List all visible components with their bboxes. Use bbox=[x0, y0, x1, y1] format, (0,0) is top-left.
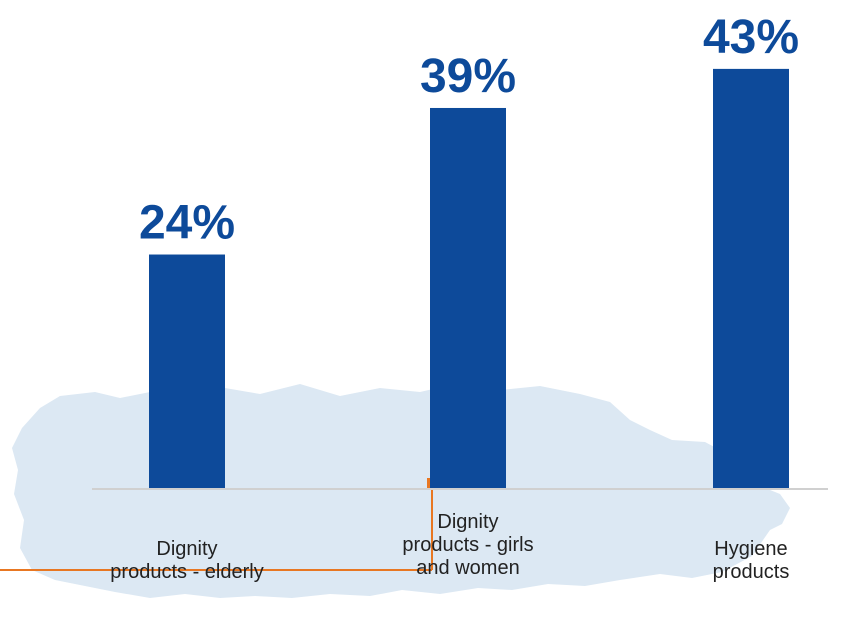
bar-2 bbox=[430, 107, 506, 489]
bar-1 bbox=[149, 254, 225, 489]
tick-label-1-line-2: products - elderly bbox=[110, 561, 263, 583]
bar-3 bbox=[713, 68, 789, 489]
tick-label-3-line-1: Hygiene bbox=[714, 538, 787, 560]
tick-label-3-line-2: products bbox=[713, 561, 790, 583]
bars-layer bbox=[149, 68, 789, 489]
tick-label-2-line-1: Dignity bbox=[437, 511, 498, 533]
data-label-3: 43% bbox=[703, 11, 799, 64]
tick-label-2-line-2: products - girls bbox=[402, 534, 533, 556]
data-label-2: 39% bbox=[420, 50, 516, 103]
tick-label-2-line-3: and women bbox=[416, 557, 519, 579]
tick-label-1-line-1: Dignity bbox=[156, 538, 217, 560]
data-label-1: 24% bbox=[139, 197, 235, 250]
